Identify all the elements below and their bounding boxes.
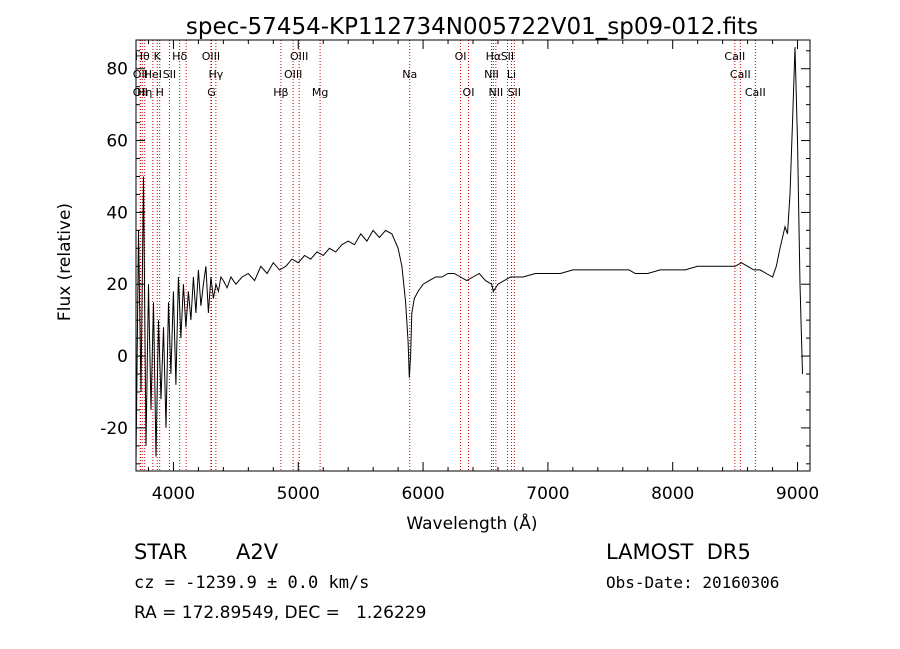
line-marker-label-5: K [154,50,162,63]
line-marker-label-17: Na [402,68,417,81]
line-marker-label-10: OIII [202,50,220,63]
line-marker-label-0: Hθ [135,50,150,63]
x-tick-label-0: 4000 [152,484,195,504]
y-axis-ticks: -20 0 20 40 60 80 [100,50,810,465]
line-marker-label-12: G [207,86,216,99]
y-tick-label-0: -20 [100,419,128,439]
x-tick-label-2: 6000 [401,484,444,504]
line-marker-label-13: Hβ [273,86,288,99]
line-marker-label-15: OIII [290,50,308,63]
line-marker-label-23: SII [501,50,514,63]
line-marker-label-2: OII [133,86,148,99]
coordinates-readout: RA = 172.89549, DEC = 1.26229 [134,603,427,623]
spectral-line-markers [139,40,756,471]
line-marker-label-8: Hδ [172,50,187,63]
y-tick-label-3: 40 [106,203,128,223]
plot-frame [135,39,811,472]
line-marker-label-3: Hη [137,86,152,99]
survey-name: LAMOST DR5 [606,540,751,564]
object-subclass: A2V [236,540,279,564]
y-tick-label-2: 20 [106,275,128,295]
velocity-readout: cz = -1239.9 ± 0.0 km/s [134,573,370,593]
line-marker-label-25: SII [508,86,521,99]
x-axis-ticks: 4000 5000 6000 7000 8000 9000 [147,40,819,504]
line-marker-label-19: OI [463,86,475,99]
y-tick-label-5: 80 [106,60,128,80]
line-marker-label-28: CaII [745,86,766,99]
x-tick-label-4: 8000 [651,484,694,504]
line-marker-label-20: NII [484,68,499,81]
observation-date: Obs-Date: 20160306 [606,573,780,592]
line-marker-label-18: OI [455,50,467,63]
line-marker-label-1: OII [133,68,148,81]
line-marker-label-22: NII [488,86,503,99]
line-marker-label-16: Mg [312,86,328,99]
spectrum-series-line [135,47,803,464]
line-marker-label-21: Hα [486,50,502,63]
line-marker-label-7: SII [163,68,176,81]
y-axis-label: Flux (relative) [55,203,75,321]
line-marker-label-6: H [156,86,164,99]
chart-title: spec-57454-KP112734N005722V01_sp09-012.f… [186,14,758,40]
object-class: STAR [134,540,188,564]
y-tick-label-4: 60 [106,132,128,152]
y-tick-label-1: 0 [117,347,128,367]
line-marker-label-14: OIII [284,68,302,81]
line-marker-label-24: Li [507,68,516,81]
x-axis-label: Wavelength (Å) [406,512,537,534]
line-marker-label-27: CaII [730,68,751,81]
line-marker-label-26: CaII [724,50,745,63]
x-tick-label-5: 9000 [776,484,819,504]
line-marker-label-11: Hγ [208,68,223,81]
line-marker-label-4: HeI [144,68,162,81]
x-tick-label-3: 7000 [526,484,569,504]
x-tick-label-1: 5000 [277,484,320,504]
